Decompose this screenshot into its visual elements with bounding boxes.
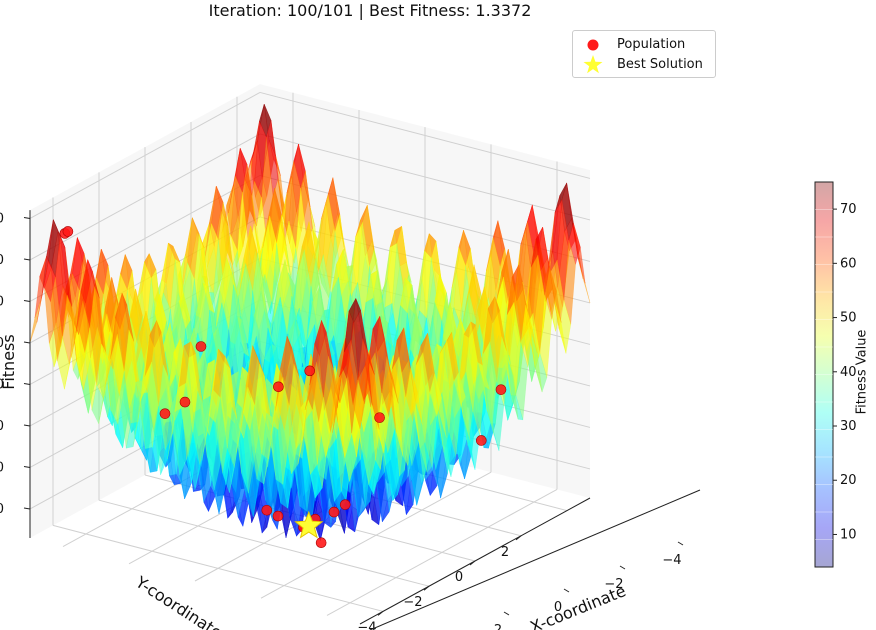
population-point xyxy=(159,408,171,419)
y-tick-label: 0 xyxy=(455,570,463,585)
population-point xyxy=(315,537,327,549)
colorbar-label: Fitness Value xyxy=(854,329,870,415)
colorbar: 10 20 30 40 50 60 70 xyxy=(814,181,857,568)
legend-item-population: Population xyxy=(573,35,715,55)
x-tick-label: 0 xyxy=(554,600,562,615)
population-point xyxy=(328,506,340,518)
z-axis-label: Fitness xyxy=(0,334,18,389)
z-tick-label: 80 xyxy=(0,211,4,226)
population-marker-icon xyxy=(587,39,599,51)
star-icon xyxy=(583,55,603,74)
z-tick-label: 60 xyxy=(0,294,4,309)
z-tick-label: 10 xyxy=(0,502,4,517)
colorbar-tick-label: 30 xyxy=(840,419,857,434)
colorbar-tick-label: 10 xyxy=(840,527,857,542)
z-tick-label: 20 xyxy=(0,460,4,475)
y-tick-label: −2 xyxy=(403,595,422,610)
population-point xyxy=(261,504,273,516)
y-tick-label: −4 xyxy=(357,620,376,630)
population-point xyxy=(273,381,284,393)
z-tick-label: 70 xyxy=(0,253,4,268)
population-point xyxy=(495,384,507,395)
x-tick-label: −2 xyxy=(604,577,623,592)
population-point xyxy=(179,396,191,408)
population-point xyxy=(304,365,316,377)
colorbar-gradient xyxy=(814,181,834,568)
legend-label-best: Best Solution xyxy=(617,57,703,72)
z-tick-label: 40 xyxy=(0,377,4,392)
best-solution-star xyxy=(294,510,324,539)
population-points xyxy=(59,226,507,549)
y-tick-label: 2 xyxy=(501,545,509,560)
colorbar-tick-label: 50 xyxy=(840,311,857,326)
population-point xyxy=(272,510,284,522)
legend-item-best: Best Solution xyxy=(573,55,715,75)
colorbar-tick-label: 40 xyxy=(840,365,857,380)
colorbar-tick-label: 70 xyxy=(840,202,857,217)
population-point xyxy=(195,341,207,352)
chart-title: Iteration: 100/101 | Best Fitness: 1.337… xyxy=(208,1,532,20)
population-point xyxy=(339,499,351,510)
y-axis-label: Y-coordinate xyxy=(131,572,225,630)
population-point xyxy=(374,412,385,423)
colorbar-tick-label: 20 xyxy=(840,473,857,488)
x-tick-label: 2 xyxy=(494,623,502,630)
legend: Population Best Solution xyxy=(572,30,716,78)
fitness-surface xyxy=(29,103,591,542)
population-point xyxy=(62,226,74,237)
colorbar-tick-label: 60 xyxy=(840,256,857,271)
x-axis-label: X-coordinate xyxy=(527,581,628,630)
population-point xyxy=(475,435,487,446)
x-tick-label: −4 xyxy=(662,553,681,568)
legend-label-population: Population xyxy=(617,37,686,52)
z-tick-label: 30 xyxy=(0,419,4,434)
z-tick-label: 50 xyxy=(0,336,4,351)
